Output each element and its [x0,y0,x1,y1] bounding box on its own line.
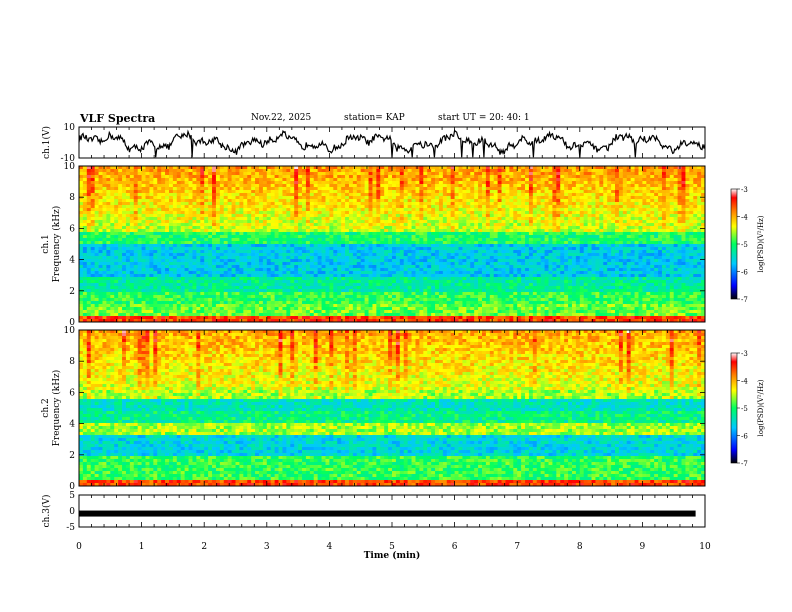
ch1-y-axis-label: ch.1(V) [41,126,52,159]
ch3-waveform-trace [79,510,696,517]
x-tick-label: 9 [640,542,646,552]
ch2-spectrogram-colorbar-tick-label: -4 [741,378,748,386]
ch1-spectrogram-y-tick-label: 0 [69,318,75,328]
x-tick-label: 1 [139,542,145,552]
ch1-spectrogram-colorbar [730,188,738,300]
ch2-spectrogram-colorbar-tick-label: -7 [741,460,748,468]
ch2-spectrogram-y-tick-label: 4 [69,420,75,430]
ch2-spectrogram-colorbar-label: log(PSD)(V²/Hz) [757,379,765,436]
ch1-spectrogram-y-tick-label: 8 [69,193,75,203]
ch1-waveform-trace [78,129,706,158]
ch1-spectrogram-y-tick-label: 10 [64,162,76,172]
ch3-y-tick-label: -5 [66,523,75,533]
ch1-spectrogram-cells [79,166,706,323]
ch3-y-tick-label: 0 [69,507,75,517]
ch1-spectrogram-colorbar-tick-label: -3 [741,186,748,194]
ch2-spectrogram-y-tick-label: 2 [69,451,75,461]
ch1-spectrogram-y-tick-label: 6 [69,224,75,234]
ch2-spectrogram-y-tick-label: 8 [69,357,75,367]
ch1-spectrogram-colorbar-label: log(PSD)(V²/Hz) [757,215,765,272]
ch1-spectrogram-y-axis-label: Frequency (kHz) [51,206,62,283]
chart-title: VLF Spectra [80,112,156,125]
x-tick-label: 8 [577,542,583,552]
date-label: Nov.22, 2025 [251,113,312,123]
ch1-y-tick-label: -10 [61,154,76,164]
ch2-spectrogram-y-tick-label: 10 [64,326,76,336]
ch1-spectrogram-colorbar-tick-label: -4 [741,214,748,222]
x-tick-label: 0 [76,542,82,552]
ch2-spectrogram-y-axis-label: Frequency (kHz) [51,370,62,447]
x-tick-label: 3 [264,542,270,552]
ch2-spectrogram-channel-label: ch.2 [41,398,51,417]
ch1-spectrogram-colorbar-tick-label: -5 [741,241,748,249]
ch2-spectrogram-cells [79,330,706,487]
ch1-spectrogram-y-tick-label: 4 [69,256,75,266]
x-tick-label: 4 [327,542,333,552]
x-tick-label: 7 [514,542,520,552]
ch2-spectrogram-colorbar-tick-label: -5 [741,405,748,413]
x-tick-label: 2 [201,542,207,552]
x-tick-label: 10 [699,542,711,552]
x-tick-label: 5 [389,542,395,552]
x-axis-label: Time (min) [364,550,421,561]
ch1-spectrogram-channel-label: ch.1 [41,234,51,253]
ch2-spectrogram-colorbar-tick-label: -6 [741,433,748,441]
ch1-spectrogram-colorbar-tick-label: -7 [741,296,748,304]
x-tick-label: 6 [452,542,458,552]
station-label: station= KAP [344,113,405,123]
ch3-y-tick-label: 5 [69,491,75,501]
ch3-y-axis-label: ch.3(V) [41,495,52,528]
ch1-spectrogram-colorbar-tick-label: -6 [741,269,748,277]
start-ut-label: start UT = 20: 40: 1 [438,113,530,123]
ch1-spectrogram-y-tick-label: 2 [69,287,75,297]
ch2-spectrogram-y-tick-label: 0 [69,482,75,492]
ch2-spectrogram-colorbar-tick-label: -3 [741,350,748,358]
ch2-spectrogram-y-tick-label: 6 [69,388,75,398]
ch1-y-tick-label: 10 [64,123,76,133]
ch2-spectrogram-colorbar [730,352,738,464]
